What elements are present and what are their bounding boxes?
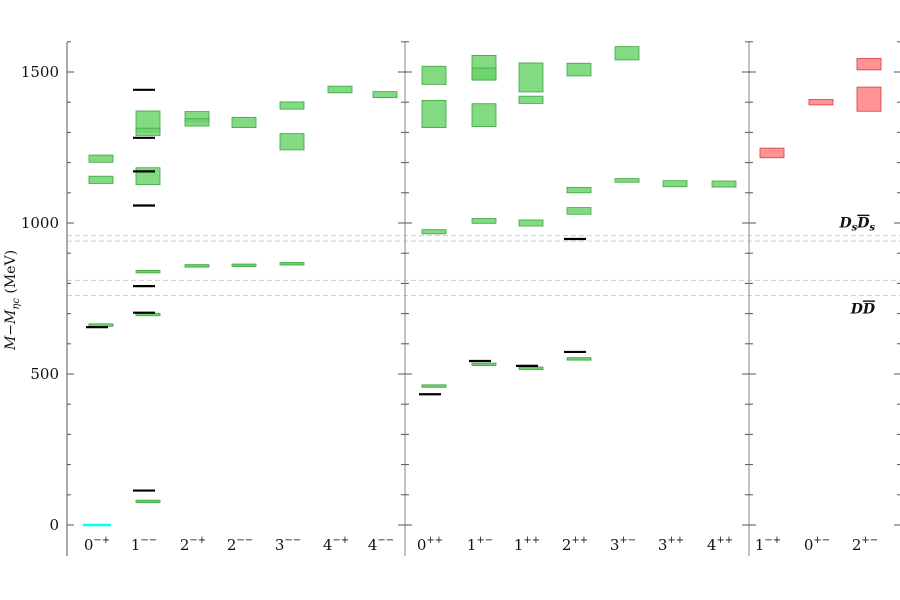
category-label: 3−− xyxy=(275,535,301,554)
lattice-box xyxy=(614,46,640,61)
lattice-box xyxy=(88,154,114,163)
lattice-box xyxy=(566,207,592,215)
lattice-box xyxy=(471,218,497,224)
exotic-box xyxy=(856,58,882,71)
lattice-box xyxy=(421,65,447,85)
axis-labels: M−Mηc (MeV) 0−+ 1−− 2−+ 2−− 3−− 4−+ 4−− 0++ 1+− 1+… xyxy=(3,216,878,554)
y-axis-label: M−Mηc (MeV) xyxy=(3,250,22,351)
category-label: 2−− xyxy=(227,535,253,554)
lattice-box xyxy=(135,499,161,504)
category-label: 1−+ xyxy=(755,535,781,554)
lattice-box xyxy=(421,229,447,235)
lattice-box xyxy=(662,180,688,188)
category-label: 1−− xyxy=(131,535,157,554)
y-tick-label: 1500 xyxy=(21,63,59,81)
category-label: 1++ xyxy=(514,535,540,554)
y-tick-label: 0 xyxy=(49,516,59,534)
exotic-box xyxy=(759,147,785,159)
lattice-box xyxy=(421,384,447,388)
y-tick-label: 1000 xyxy=(21,214,59,232)
category-label: 2++ xyxy=(562,535,588,554)
y-tick-label: 500 xyxy=(30,365,59,383)
lattice-box xyxy=(88,175,114,184)
lattice-box xyxy=(231,116,257,128)
lattice-box xyxy=(518,366,544,370)
lattice-box xyxy=(279,101,305,110)
category-label: 4−+ xyxy=(323,535,349,554)
category-label: 4++ xyxy=(707,535,733,554)
lattice-box xyxy=(88,323,114,327)
category-label: 0++ xyxy=(417,535,443,554)
category-label: 0−+ xyxy=(84,535,110,554)
lattice-box xyxy=(518,95,544,104)
category-label: 0+− xyxy=(804,535,830,554)
lattice-box xyxy=(471,362,497,366)
lattice-box xyxy=(184,264,210,268)
lattice-box xyxy=(566,186,592,194)
lattice-box xyxy=(184,118,210,127)
exotic-box xyxy=(856,86,882,112)
lattice-box xyxy=(135,269,161,274)
lattice-box xyxy=(518,62,544,93)
lattice-box xyxy=(421,99,447,128)
category-label: 1+− xyxy=(467,535,493,554)
lattice-boxes xyxy=(88,46,882,504)
lattice-box xyxy=(471,103,497,128)
lattice-box xyxy=(471,67,497,81)
plot-frame xyxy=(66,42,750,556)
lattice-box xyxy=(518,219,544,227)
lattice-box xyxy=(231,263,257,267)
threshold-label-0: DD xyxy=(850,301,876,317)
category-label: 2+− xyxy=(852,535,878,554)
exotic-box xyxy=(808,99,834,106)
experimental-lines xyxy=(83,88,586,527)
lattice-box xyxy=(566,357,592,361)
threshold-lines xyxy=(67,235,900,296)
lattice-box xyxy=(279,262,305,266)
lattice-box xyxy=(327,85,353,94)
threshold-label-3: DsDs xyxy=(838,216,875,234)
category-label: 4−− xyxy=(368,535,394,554)
category-label: 2−+ xyxy=(180,535,206,554)
lattice-box xyxy=(135,127,161,136)
lattice-box xyxy=(566,62,592,77)
category-label: 3+− xyxy=(610,535,636,554)
lattice-box xyxy=(614,178,640,183)
lattice-box xyxy=(279,133,305,151)
category-label: 3++ xyxy=(658,535,684,554)
lattice-box xyxy=(711,180,737,188)
axis-ticks: 0 500 1000 1500 xyxy=(21,41,900,534)
lattice-box xyxy=(372,91,398,99)
